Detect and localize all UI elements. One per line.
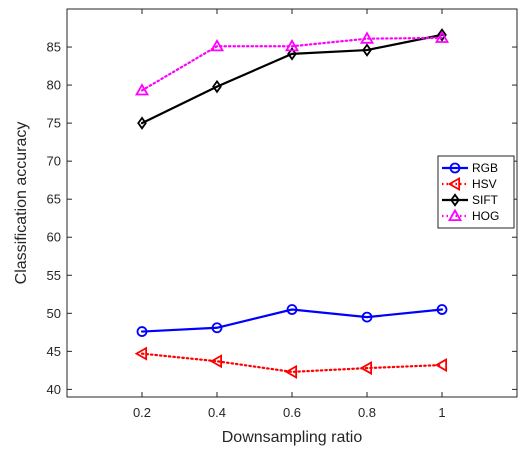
y-tick-label: 65	[47, 192, 61, 207]
series-layer	[134, 28, 450, 379]
data-point-hsv	[134, 346, 148, 361]
y-tick-label: 80	[47, 78, 61, 93]
data-point-rgb	[361, 311, 373, 323]
y-tick-label: 55	[47, 268, 61, 283]
legend-item-hog: HOG	[442, 208, 499, 223]
data-point-hog	[359, 31, 375, 44]
series-line-hog	[140, 36, 444, 92]
data-point-sift	[212, 79, 222, 94]
data-point-sift	[287, 47, 297, 61]
data-point-sift	[437, 28, 447, 42]
x-tick-label: 0.2	[133, 405, 151, 420]
data-point-hsv	[434, 357, 448, 373]
data-point-hog	[209, 38, 225, 52]
series-hsv	[134, 346, 448, 379]
series-hog	[134, 30, 450, 96]
legend-marker-sift	[450, 193, 460, 207]
legend-item-hsv: HSV	[442, 176, 497, 192]
data-point-rgb	[136, 326, 148, 337]
series-line-sift	[140, 33, 444, 125]
y-axis: 40 45 50 55 60 65 70 75 80 85	[47, 40, 517, 397]
series-rgb	[136, 304, 448, 337]
series-sift	[137, 28, 447, 130]
y-tick-label: 50	[47, 306, 61, 321]
y-tick-label: 45	[47, 344, 61, 359]
data-point-rgb	[286, 304, 298, 315]
legend-marker-hsv	[447, 176, 461, 192]
legend-label-hog: HOG	[472, 209, 499, 223]
legend: RGB HSV SIFT HOG	[437, 155, 515, 229]
data-point-hsv	[284, 364, 298, 379]
data-point-hsv	[209, 354, 223, 369]
x-axis: 0.2 0.4 0.6 0.8 1	[133, 9, 446, 420]
series-line-rgb	[140, 308, 444, 333]
y-tick-label: 70	[47, 154, 61, 169]
x-tick-label: 0.8	[358, 405, 376, 420]
data-point-rgb	[211, 322, 223, 334]
data-point-hog	[284, 38, 300, 52]
legend-label-rgb: RGB	[472, 161, 498, 175]
legend-marker-rgb	[449, 162, 461, 174]
data-point-hsv	[359, 361, 373, 376]
y-tick-label: 40	[47, 382, 61, 397]
data-point-rgb	[436, 304, 448, 315]
legend-marker-hog	[447, 208, 463, 222]
x-tick-label: 1	[438, 405, 445, 420]
legend-label-hsv: HSV	[472, 177, 497, 191]
y-tick-label: 60	[47, 230, 61, 245]
legend-label-sift: SIFT	[472, 193, 499, 207]
legend-item-sift: SIFT	[442, 193, 499, 207]
x-axis-label: Downsampling ratio	[222, 429, 363, 446]
data-point-sift	[137, 116, 147, 130]
y-tick-label: 75	[47, 116, 61, 131]
series-line-hsv	[140, 352, 444, 373]
y-axis-label: Classification accuracy	[13, 122, 30, 285]
data-point-sift	[362, 43, 372, 57]
y-tick-label: 85	[47, 40, 61, 55]
data-point-hog	[434, 30, 450, 43]
x-tick-label: 0.4	[208, 405, 226, 420]
data-point-hog	[134, 83, 150, 96]
x-tick-label: 0.6	[283, 405, 301, 420]
legend-item-rgb: RGB	[442, 161, 498, 175]
